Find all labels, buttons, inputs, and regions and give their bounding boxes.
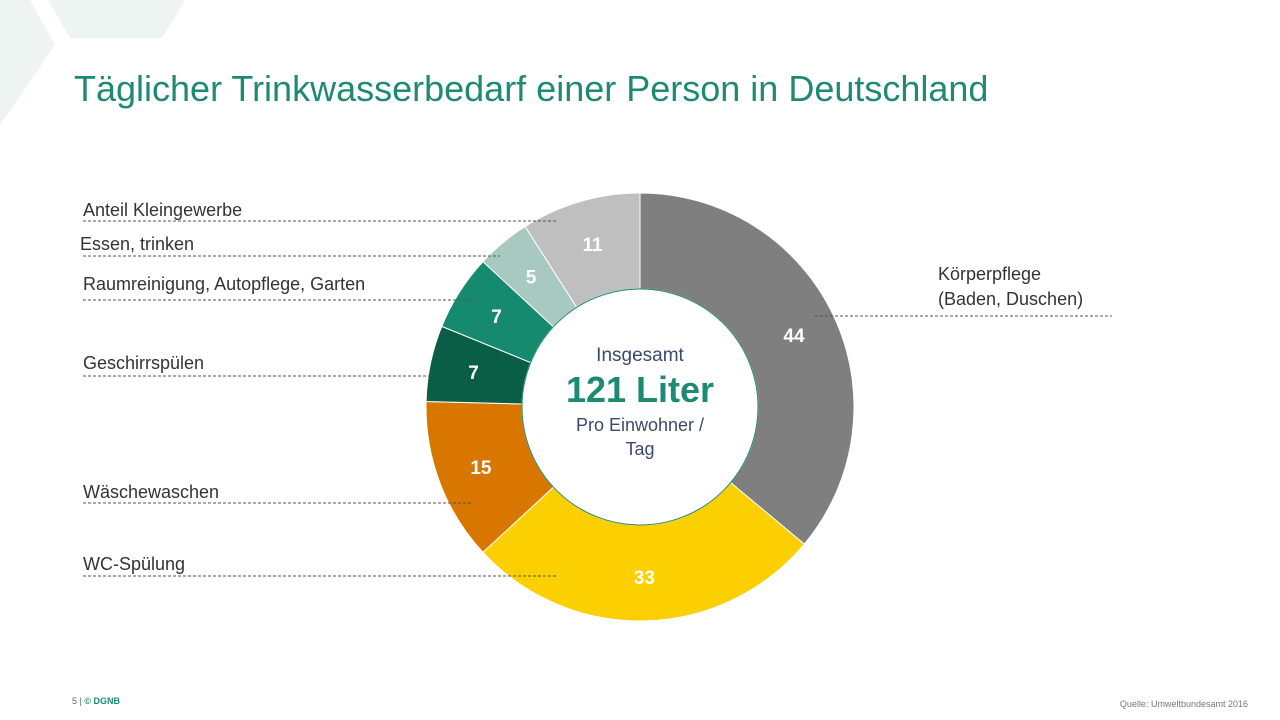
label-raum: Raumreinigung, Autopflege, Garten	[83, 274, 366, 294]
footer-source: Quelle: Umweltbundesamt 2016	[1119, 699, 1248, 709]
footer-page: 5 | © DGNB	[72, 696, 120, 706]
center-unit-line: Pro Einwohner /	[575, 415, 705, 435]
center-label-insgesamt: Insgesamt	[596, 345, 684, 366]
value-label-waesche: 15	[470, 458, 492, 479]
value-label-geschirr: 7	[468, 363, 479, 384]
page-number: 5	[72, 696, 78, 706]
footer-separator: |	[79, 696, 82, 706]
label-essen: Essen, trinken	[80, 234, 195, 254]
corner-shape-left	[0, 0, 55, 125]
value-label-raum: 7	[491, 307, 502, 328]
center-summary: Insgesamt 121 Liter Pro Einwohner / Tag	[540, 345, 740, 461]
label-koerperpflege-detail: (Baden, Duschen)	[938, 289, 1084, 309]
corner-shape-top	[48, 0, 185, 38]
value-label-essen: 5	[526, 267, 537, 288]
center-unit-line-2: Tag	[625, 439, 655, 459]
center-total: 121 Liter	[565, 369, 715, 410]
footer-brand: © DGNB	[84, 696, 121, 706]
label-geschirr: Geschirrspülen	[83, 353, 205, 373]
value-label-koerperpflege: 44	[783, 326, 805, 347]
value-label-wc: 33	[634, 568, 655, 589]
page-title: Täglicher Trinkwasserbedarf einer Person…	[74, 68, 989, 109]
leader-lines	[83, 220, 1112, 577]
label-kleingewerbe: Anteil Kleingewerbe	[83, 200, 243, 220]
donut-hole	[521, 288, 759, 526]
label-koerperpflege: Körperpflege	[938, 264, 1042, 284]
label-waesche: Wäschewaschen	[83, 482, 220, 502]
label-wc: WC-Spülung	[83, 554, 186, 574]
value-label-kleingewerbe: 11	[582, 235, 603, 256]
